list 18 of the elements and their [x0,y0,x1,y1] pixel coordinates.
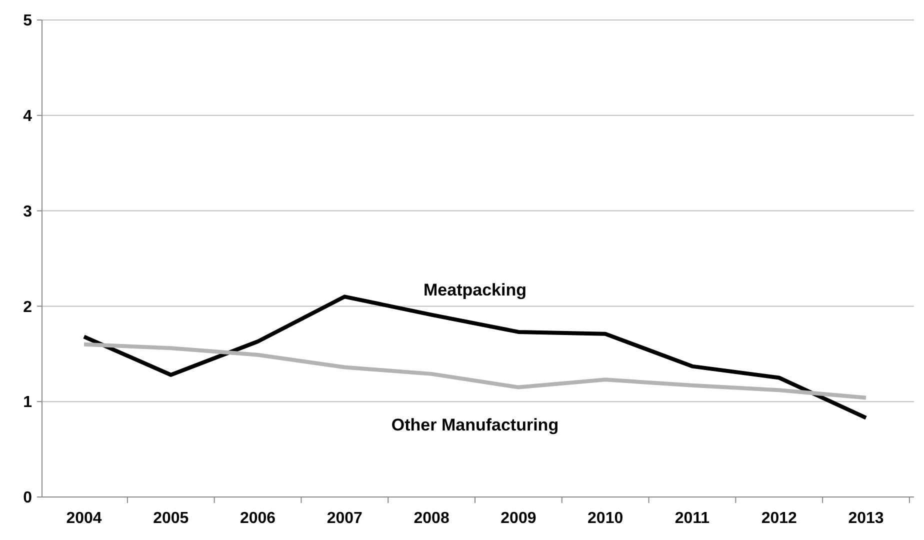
y-tick-label: 0 [23,490,32,507]
series-label: Meatpacking [424,280,526,300]
x-tick-label: 2007 [326,510,363,527]
y-tick-label: 2 [23,298,32,316]
x-tick-label: 2008 [414,510,450,527]
y-tick-label: 3 [23,203,32,220]
x-tick-label: 2006 [240,510,276,527]
x-tick-label: 2012 [761,510,798,527]
x-tick-label: 2005 [153,510,189,527]
x-tick-label: 2004 [66,510,102,527]
x-tick-label: 2010 [588,510,624,527]
series-label: Other Manufacturing [391,416,559,435]
y-tick-label: 1 [23,394,32,412]
x-tick-label: 2013 [848,510,884,527]
x-tick-label: 2009 [500,510,536,527]
x-tick-label: 2011 [674,510,710,527]
y-tick-label: 4 [23,108,32,125]
y-tick-label: 5 [23,12,32,30]
